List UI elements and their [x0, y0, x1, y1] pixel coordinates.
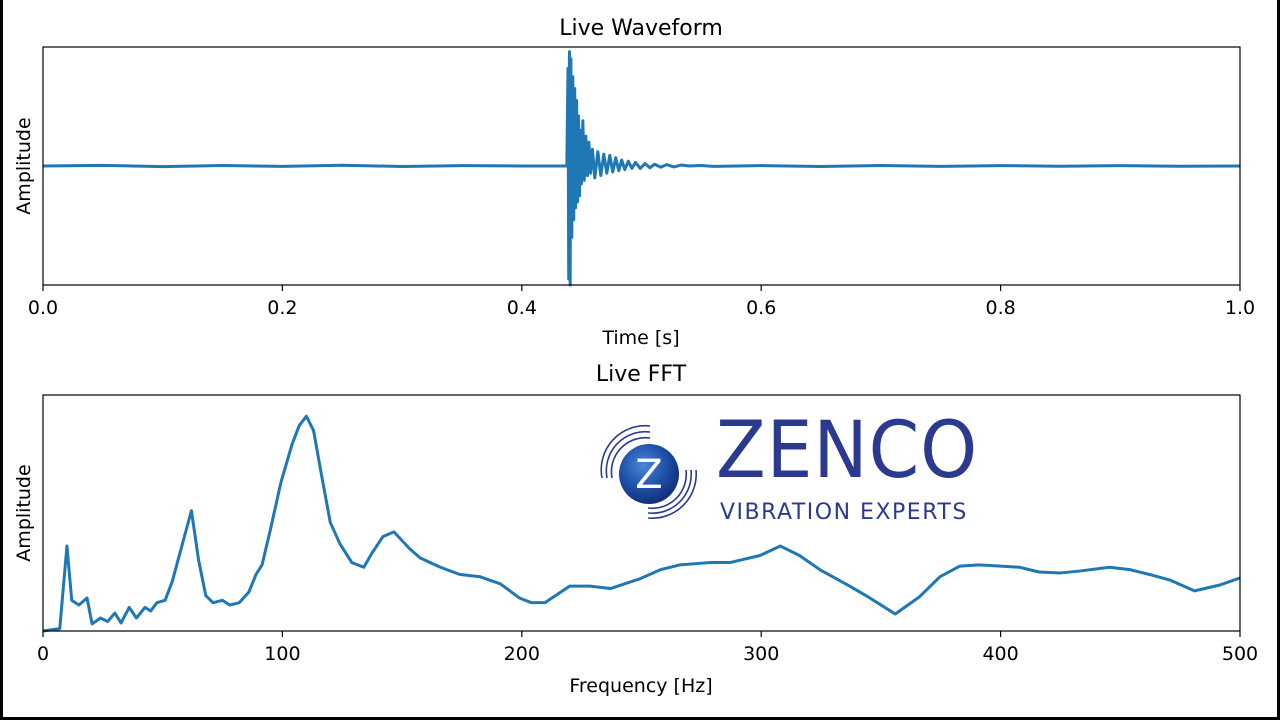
zenco-emblem-icon: Z [600, 424, 697, 519]
frame-border-bottom [0, 717, 1280, 720]
fft-xticks: 0 100 200 300 400 500 [37, 631, 1258, 665]
zenco-logo: Z ZENCO VIBRATION EXPERTS [594, 406, 1014, 528]
xtick-label: 1.0 [1225, 297, 1255, 319]
waveform-xticks: 0.0 0.2 0.4 0.6 0.8 1.0 [28, 285, 1255, 319]
fft-ylabel: Amplitude [13, 464, 35, 561]
waveform-xlabel: Time [s] [601, 327, 679, 349]
fft-title: Live FFT [596, 362, 687, 387]
xtick-label: 200 [504, 643, 540, 665]
xtick-label: 100 [264, 643, 300, 665]
zenco-brand-name: ZENCO [716, 406, 979, 496]
zenco-emblem-letter: Z [635, 452, 662, 498]
waveform-line [42, 50, 1241, 287]
xtick-label: 0.6 [746, 297, 776, 319]
xtick-label: 0 [37, 643, 49, 665]
waveform-title: Live Waveform [559, 16, 723, 41]
xtick-label: 400 [982, 643, 1018, 665]
waveform-axes-frame [42, 46, 1241, 286]
waveform-panel: Live Waveform 0.0 0.2 0.4 0.6 0.8 1.0 Time [s… [13, 16, 1255, 349]
xtick-label: 0.0 [28, 297, 58, 319]
frame-border-left [0, 0, 3, 720]
xtick-label: 500 [1222, 643, 1258, 665]
fft-axes-frame [42, 394, 1241, 632]
fft-panel: Live FFT 0 100 200 300 400 500 Frequency [Hz]… [13, 362, 1258, 697]
frame-border-right [1277, 0, 1280, 720]
waveform-series [42, 50, 1241, 287]
fft-series [42, 414, 1241, 633]
fft-line [42, 414, 1241, 633]
zenco-tagline: VIBRATION EXPERTS [720, 500, 968, 525]
xtick-label: 0.8 [985, 297, 1015, 319]
waveform-ylabel: Amplitude [13, 117, 35, 214]
xtick-label: 0.2 [267, 297, 297, 319]
xtick-label: 0.4 [507, 297, 537, 319]
fft-xlabel: Frequency [Hz] [569, 675, 712, 697]
xtick-label: 300 [743, 643, 779, 665]
